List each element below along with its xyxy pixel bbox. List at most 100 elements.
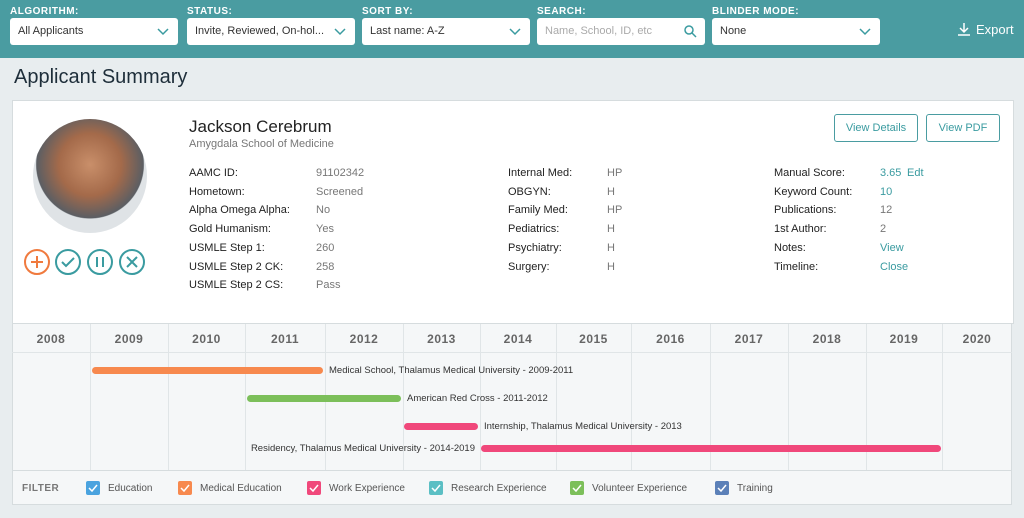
filter-checkbox[interactable] [307,481,321,495]
chevron [156,24,170,38]
field-label: Alpha Omega Alpha: [189,204,290,217]
filter-checkbox[interactable] [570,481,584,495]
filter-checkbox[interactable] [429,481,443,495]
year-label: 2017 [734,332,764,346]
event-label: Internship, Thalamus Medical University … [484,421,682,432]
field-label: Timeline: [774,260,819,273]
hold-icon[interactable] [87,249,113,275]
year-divider [403,324,404,470]
year-label: 2008 [36,332,66,346]
add-icon[interactable] [24,249,50,275]
timeline-bar[interactable] [92,367,323,374]
year-label: 2019 [889,332,919,346]
applicant-school: Amygdala School of Medicine [189,138,334,150]
avatar [33,119,147,233]
page-title: Applicant Summary [14,66,188,88]
filter-divider [12,470,1012,471]
approve-icon[interactable] [55,249,81,275]
field-label: Internal Med: [508,167,573,179]
filter-option: Work Experience [329,483,405,494]
search-icon [683,24,697,38]
year-label: 2018 [812,332,842,346]
action-icons [24,249,145,275]
field-label: Publications: [774,204,837,217]
field-value[interactable]: 10 [880,185,893,198]
filter-checkbox[interactable] [178,481,192,495]
field-value[interactable]: View [880,241,904,254]
year-divider [90,324,91,470]
field-value: 260 [316,241,335,254]
timeline-bar[interactable] [404,423,478,430]
field-label: 1st Author: [774,223,827,236]
field-value[interactable]: 3.65 [880,167,902,179]
field-label: USMLE Step 2 CS: [189,279,284,292]
field-label: OBGYN: [508,185,551,198]
field-value: H [607,241,615,254]
field-label: Hometown: [189,185,245,198]
field-value: H [607,260,615,273]
event-label: Medical School, Thalamus Medical Univers… [329,365,574,376]
field-label: Family Med: [508,204,568,217]
filter-value: Last name: A-Z [370,25,445,37]
year-label: 2012 [349,332,379,346]
year-label: 2011 [270,332,300,346]
edit-link[interactable]: Edt [907,167,924,179]
filter-option: Volunteer Experience [592,483,688,494]
filter-value: None [720,25,747,37]
view-button[interactable]: View PDF [926,114,1000,142]
filter-label: FILTER [22,483,60,494]
field-value: No [316,204,331,217]
field-label: AAMC ID: [189,167,238,179]
field-value: 12 [880,204,893,217]
field-label: Gold Humanism: [189,223,271,236]
field-value[interactable]: Close [880,260,909,273]
field-label: Pediatrics: [508,223,560,236]
year-label: 2009 [114,332,144,346]
timeline-bar[interactable] [481,445,941,452]
view-button[interactable]: View Details [834,114,918,142]
filter-label: SEARCH: [537,6,587,17]
event-label: American Red Cross - 2011-2012 [407,393,548,404]
filter-select[interactable]: None [712,18,880,45]
field-label: Surgery: [508,260,550,273]
field-value: Yes [316,223,334,236]
filter-checkbox[interactable] [86,481,100,495]
filter-select[interactable]: Name, School, ID, etc [537,18,705,45]
filter-select[interactable]: Last name: A-Z [362,18,530,45]
field-value: Pass [316,279,341,292]
field-value: H [607,185,615,198]
year-label: 2014 [503,332,533,346]
export-icon [957,22,971,38]
year-divider [480,324,481,470]
year-header-line [12,352,1012,353]
filter-label: STATUS: [187,6,233,17]
filter-checkbox[interactable] [715,481,729,495]
field-label: USMLE Step 1: [189,241,265,254]
filter-select[interactable]: All Applicants [10,18,178,45]
field-label: Manual Score: [774,167,845,179]
field-value: 258 [316,260,335,273]
field-value: 91102342 [316,167,365,179]
filter-label: BLINDER MODE: [712,6,800,17]
reject-icon[interactable] [119,249,145,275]
year-divider [788,324,789,470]
field-label: Keyword Count: [774,185,853,198]
year-label: 2016 [656,332,685,346]
year-label: 2015 [579,332,608,346]
filter-label: ALGORITHM: [10,6,79,17]
event-label: Residency, Thalamus Medical University -… [250,443,475,454]
year-label: 2010 [192,332,221,346]
year-divider [631,324,632,470]
filter-option: Research Experience [451,483,547,494]
year-label: 2013 [427,332,456,346]
filter-option: Medical Education [200,483,282,494]
year-label: 2020 [962,332,992,346]
timeline-panel [12,323,1012,505]
year-divider [942,324,943,470]
field-value: Screened [316,185,364,198]
filter-select[interactable]: Invite, Reviewed, On-hol... [187,18,355,45]
export-button[interactable]: Export [976,22,1014,37]
applicant-name: Jackson Cerebrum [189,117,332,136]
timeline-bar[interactable] [247,395,401,402]
